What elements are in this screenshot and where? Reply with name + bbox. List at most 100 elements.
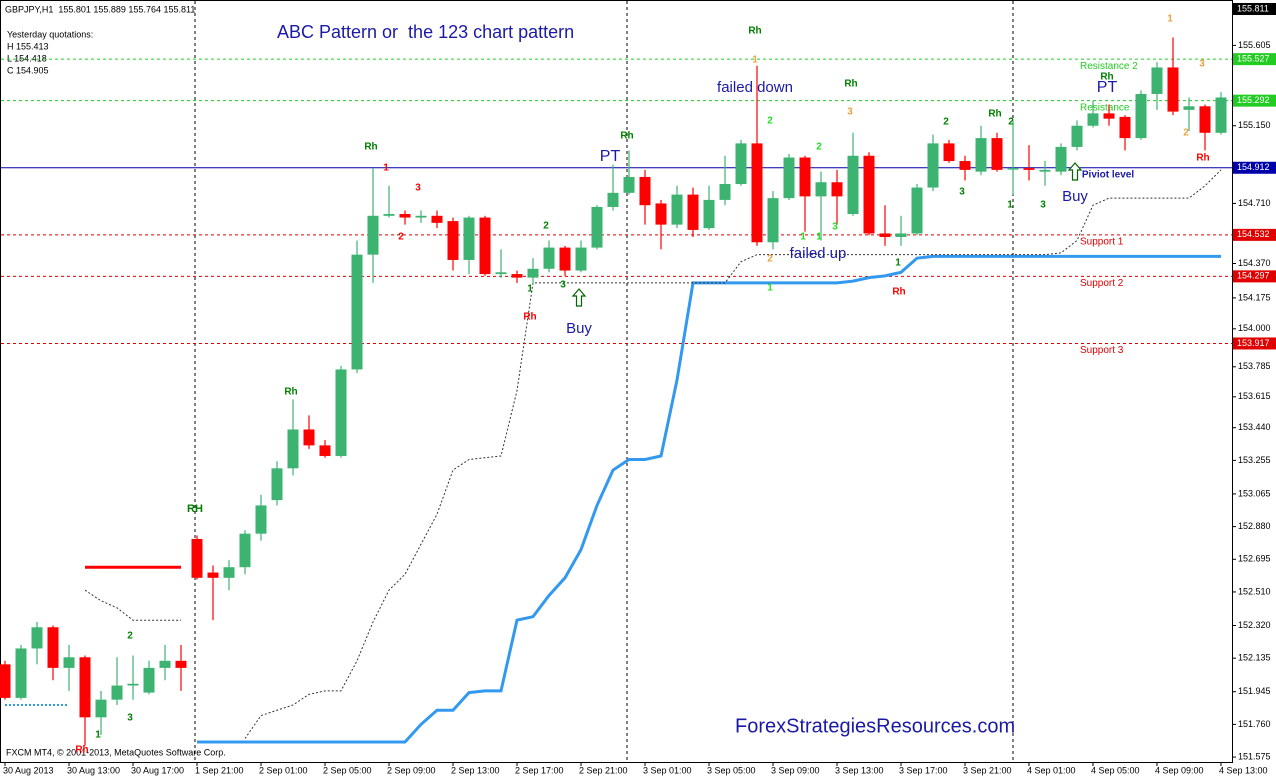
candle-body	[1055, 146, 1067, 172]
candle-body	[383, 214, 395, 216]
watermark: ForexStrategiesResources.com	[735, 715, 1015, 737]
candle-body	[415, 215, 427, 218]
candle-body	[911, 187, 923, 234]
last-price-tag	[1233, 3, 1276, 16]
candle-body	[719, 184, 731, 200]
annotation: 1	[752, 55, 758, 66]
candle-body	[1215, 97, 1227, 133]
y-tick-label: 151.575	[1238, 751, 1271, 761]
level-name: Support 2	[1080, 278, 1124, 289]
buy-arrow	[571, 288, 587, 307]
y-tick-label: 153.440	[1238, 422, 1271, 432]
annotation: 1	[767, 283, 773, 294]
candle-body	[975, 138, 987, 172]
candle-body	[15, 648, 27, 698]
annotation: PT	[1097, 79, 1118, 96]
x-tick-label: 2 Sep 05:00	[323, 765, 372, 775]
candle-body	[559, 247, 571, 271]
x-tick-label: 4 Sep 01:00	[1027, 765, 1076, 775]
x-tick-label: 30 Aug 13:00	[67, 765, 120, 775]
annotation: 2	[127, 631, 133, 642]
annotation: 1	[816, 232, 822, 243]
x-tick-label: 3 Sep 13:00	[835, 765, 884, 775]
candle-body	[399, 214, 411, 218]
candle-body	[511, 274, 523, 278]
candle-body	[575, 247, 587, 271]
y-tick-label: 154.370	[1238, 258, 1271, 268]
x-tick-label: 2 Sep 09:00	[387, 765, 436, 775]
candle-body	[655, 203, 667, 225]
x-tick-label: 3 Sep 17:00	[899, 765, 948, 775]
y-tick-label: 155.150	[1238, 120, 1271, 130]
candle-body	[1103, 113, 1115, 119]
candle-body	[319, 445, 331, 456]
candle-body	[335, 369, 347, 456]
candle-body	[671, 194, 683, 225]
level-tag	[1233, 337, 1276, 350]
annotation: 2	[816, 142, 822, 153]
candle-body	[623, 176, 635, 193]
level-value: 154.912	[1237, 162, 1270, 172]
annotation: Rh	[364, 142, 377, 153]
annotation: failed down	[717, 79, 793, 96]
x-tick-label: 30 Aug 17:00	[131, 765, 184, 775]
candle-body	[271, 468, 283, 501]
annotation: RH	[187, 503, 203, 515]
annotation: 2	[767, 254, 773, 265]
annotation: 1	[895, 258, 901, 269]
candle-body	[783, 157, 795, 199]
info-line: H 155.413	[7, 41, 49, 51]
candle-body	[1183, 106, 1195, 110]
candle-body	[959, 161, 971, 170]
x-tick-label: 30 Aug 2013	[3, 765, 54, 775]
annotation: failed up	[790, 245, 847, 262]
candle-body	[735, 143, 747, 185]
annotation: 2	[943, 117, 949, 128]
level-tag	[1233, 94, 1276, 107]
level-name: Support 1	[1080, 237, 1124, 248]
candle-body	[847, 155, 859, 215]
candle-body	[1151, 67, 1163, 94]
y-tick-label: 152.135	[1238, 653, 1271, 663]
y-tick-label: 151.760	[1238, 719, 1271, 729]
level-value: 155.292	[1237, 95, 1270, 105]
candle-body	[159, 660, 171, 668]
candle-body	[47, 627, 59, 668]
annotation: Rh	[844, 79, 857, 90]
x-tick-label: 1 Sep 21:00	[195, 765, 244, 775]
candle-body	[1087, 113, 1099, 126]
annotation: 3	[1199, 59, 1205, 70]
info-line: C 154.905	[7, 65, 49, 75]
annotation: Rh	[1196, 153, 1209, 164]
candle-body	[1039, 169, 1051, 172]
candle-body	[479, 217, 491, 275]
candle-body	[207, 572, 219, 578]
level-name: Resistance	[1080, 102, 1130, 113]
x-tick-label: 4 Sep 09:00	[1155, 765, 1204, 775]
x-tick-label: 2 Sep 13:00	[451, 765, 500, 775]
candle-body	[79, 657, 91, 718]
annotation: Rh	[523, 312, 536, 323]
annotation: Rh	[892, 287, 905, 298]
candle-body	[1135, 93, 1147, 139]
candle-body	[143, 667, 155, 693]
candle-body	[223, 567, 235, 578]
candle-body	[495, 272, 507, 275]
annotation: Rh	[75, 745, 88, 756]
y-tick-label: 152.695	[1238, 554, 1271, 564]
info-line: Yesterday quotations:	[7, 29, 93, 39]
annotation: Rh	[620, 131, 633, 142]
annotation: 1	[383, 163, 389, 174]
y-tick-label: 154.175	[1238, 292, 1271, 302]
annotation: 1	[95, 730, 101, 741]
candle-body	[0, 664, 11, 698]
annotation: 1	[527, 284, 533, 295]
annotation: 3	[847, 107, 853, 118]
y-tick-label: 152.510	[1238, 586, 1271, 596]
y-tick-label: 155.605	[1238, 40, 1271, 50]
annotation: 3	[560, 280, 566, 291]
candle-body	[831, 182, 843, 197]
footer: FXCM MT4, © 2001-2013, MetaQuotes Softwa…	[6, 747, 226, 757]
level-value: 154.532	[1237, 229, 1270, 239]
